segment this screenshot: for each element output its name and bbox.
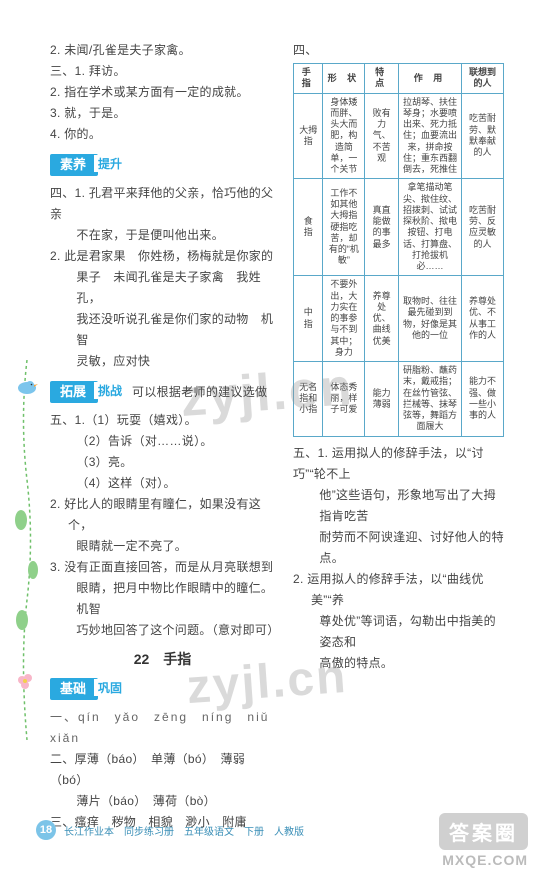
- cell-shape: 工作不如其他大拇指硬指吃苦，却有的“机敏”: [323, 179, 365, 276]
- th-trait: 特 点: [365, 64, 399, 94]
- table-row: 无名指和小指 体态秀丽，样子可爱 能力薄弱 研脂粉、蘸药末，戴戒指；在丝竹管弦、…: [294, 362, 504, 437]
- th-use: 作 用: [398, 64, 461, 94]
- text-line: （2）告诉（对……说）。: [50, 431, 275, 452]
- badge-suyang-main: 素养: [50, 154, 98, 176]
- left-column: 2. 未闻/孔雀是夫子家禽。 三、1. 拜访。 2. 指在学术或某方面有一定的成…: [50, 40, 275, 760]
- cell-trait: 真直能做的事最多: [365, 179, 399, 276]
- finger-table: 手 指 形 状 特 点 作 用 联想到的人 大拇指 身体矮而胖、头大而肥，构造简…: [293, 63, 504, 437]
- text-line: 4. 你的。: [50, 124, 275, 145]
- text-line: 四、1. 孔君平来拜他的父亲，恰巧他的父亲: [50, 183, 275, 225]
- text-line: 2. 此是君家果 你姓杨，杨梅就是你家的: [50, 246, 275, 267]
- cell-trait: 养尊处优、曲线优美: [365, 276, 399, 362]
- text-line: 果子 未闻孔雀是夫子家禽 我姓孔，: [50, 267, 275, 309]
- text-line: 五、1. 运用拟人的修辞手法，以“讨巧”“轮不上: [293, 443, 504, 485]
- text-line: 3. 没有正面直接回答，而是从月亮联想到: [50, 557, 275, 578]
- text-line: 一、qín yǎo zēng níng niǔ xiǎn: [50, 707, 275, 749]
- cell-shape: 不要外出，大力实在的事参与不到其中；身力: [323, 276, 365, 362]
- cell-trait: 败有力气、不苦观: [365, 93, 399, 179]
- badge-tuozhan: 拓展 挑战 可以根据老师的建议选做: [50, 380, 275, 404]
- section-4-label: 四、: [293, 40, 504, 61]
- cell-use: 研脂粉、蘸药末，戴戒指；在丝竹管弦、拦械等、抹琴弦等，舞蹈方面履大: [398, 362, 461, 437]
- text-line: 三、1. 拜访。: [50, 61, 275, 82]
- page-footer: 18 长江作业本 同步练习册 五年级语文 下册 人教版: [36, 820, 304, 840]
- page-number: 18: [36, 820, 56, 840]
- text-line: 不在家，于是便叫他出来。: [50, 225, 275, 246]
- text-line: 2. 运用拟人的修辞手法，以“曲线优美”“养: [293, 569, 504, 611]
- cell-assoc: 吃苦耐劳、默默奉献的人: [461, 93, 503, 179]
- text-line: 眼睛，把月中物比作眼睛中的瞳仁。机智: [50, 578, 275, 620]
- text-line: 耐劳而不阿谀逢迎、讨好他人的特点。: [293, 527, 504, 569]
- badge-jichu-main: 基础: [50, 678, 98, 700]
- text-line: 二、厚薄（báo） 单薄（bó） 薄弱（bó）: [50, 749, 275, 791]
- badge-suyang-sub: 提升: [94, 155, 126, 172]
- text-line: （4）这样（对）。: [50, 473, 275, 494]
- page: zyjl.cn zyjl.cn 答案圈 MXQE.COM 2. 未闻/孔雀是夫子…: [0, 0, 534, 874]
- badge-tuozhan-main: 拓展: [50, 381, 98, 403]
- text-line: 我还没听说孔雀是你们家的动物 机智: [50, 309, 275, 351]
- right-column: 四、 手 指 形 状 特 点 作 用 联想到的人 大拇指: [293, 40, 504, 760]
- corner-logo-2: MXQE.COM: [439, 852, 528, 868]
- text-line: 3. 就，于是。: [50, 103, 275, 124]
- text-line: 2. 好比人的眼睛里有瞳仁，如果没有这个，: [50, 494, 275, 536]
- cell-use: 取物时、往往最先碰到到物，好像是其他的一位: [398, 276, 461, 362]
- badge-tuozhan-note: 可以根据老师的建议选做: [132, 382, 267, 403]
- cell-finger: 中 指: [294, 276, 323, 362]
- cell-shape: 体态秀丽，样子可爱: [323, 362, 365, 437]
- table-row: 食 指 工作不如其他大拇指硬指吃苦，却有的“机敏” 真直能做的事最多 拿笔描动笔…: [294, 179, 504, 276]
- text-line: 2. 指在学术或某方面有一定的成就。: [50, 82, 275, 103]
- cell-use: 拉胡琴、扶住琴身；水要喷出来、死力抵住；血要流出来，拼命按住；重东西翻倒去，死推…: [398, 93, 461, 179]
- corner-logo-1: 答案圈: [439, 813, 528, 850]
- text-line: 他”这些语句，形象地写出了大拇指肯吃苦: [293, 485, 504, 527]
- cell-assoc: 能力不强、做一些小事的人: [461, 362, 503, 437]
- text-line: 巧妙地回答了这个问题。（意对即可）: [50, 620, 275, 641]
- text-line: （3）亮。: [50, 452, 275, 473]
- text-line: 灵敏，应对快: [50, 351, 275, 372]
- cell-assoc: 养尊处优、不从事工作的人: [461, 276, 503, 362]
- badge-suyang: 素养 提升: [50, 153, 275, 177]
- badge-tuozhan-sub: 挑战: [94, 382, 126, 399]
- text-line: 2. 未闻/孔雀是夫子家禽。: [50, 40, 275, 61]
- cell-shape: 身体矮而胖、头大而肥，构造简单，一个关节: [323, 93, 365, 179]
- th-assoc: 联想到的人: [461, 64, 503, 94]
- text-line: 高傲的特点。: [293, 653, 504, 674]
- th-finger: 手 指: [294, 64, 323, 94]
- cell-assoc: 吃苦耐劳、反应灵敏的人: [461, 179, 503, 276]
- badge-jichu-sub: 巩固: [94, 679, 126, 696]
- text-line: 薄片（báo） 薄荷（bò）: [50, 791, 275, 812]
- text-line: 眼睛就一定不亮了。: [50, 536, 275, 557]
- table-header-row: 手 指 形 状 特 点 作 用 联想到的人: [294, 64, 504, 94]
- footer-text: 长江作业本 同步练习册 五年级语文 下册 人教版: [64, 823, 304, 838]
- table-row: 大拇指 身体矮而胖、头大而肥，构造简单，一个关节 败有力气、不苦观 拉胡琴、扶住…: [294, 93, 504, 179]
- badge-jichu: 基础 巩固: [50, 677, 275, 701]
- table-row: 中 指 不要外出，大力实在的事参与不到其中；身力 养尊处优、曲线优美 取物时、往…: [294, 276, 504, 362]
- cell-trait: 能力薄弱: [365, 362, 399, 437]
- cell-finger: 大拇指: [294, 93, 323, 179]
- gutter-vine-icon: [12, 360, 42, 740]
- cell-finger: 食 指: [294, 179, 323, 276]
- watermark-corner: 答案圈 MXQE.COM: [439, 813, 528, 868]
- text-line: 尊处优”等词语，勾勒出中指美的姿态和: [293, 611, 504, 653]
- cell-use: 拿笔描动笔尖、揿住纹、招拨刺、试试探秋阶、揿电按钮、打电话、打算盘、打抢拔机必……: [398, 179, 461, 276]
- th-shape: 形 状: [323, 64, 365, 94]
- section-title-22: 22 手指: [50, 649, 275, 669]
- cell-finger: 无名指和小指: [294, 362, 323, 437]
- text-line: 五、1.（1）玩耍（嬉戏）。: [50, 410, 275, 431]
